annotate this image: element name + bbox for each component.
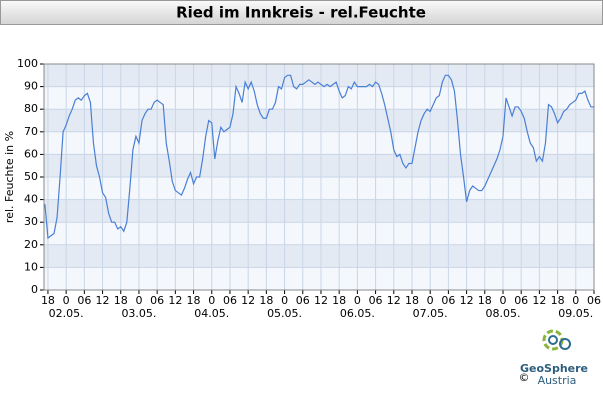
chart-title: Ried im Innkreis - rel.Feuchte bbox=[176, 4, 426, 22]
y-tick-label: 20 bbox=[24, 238, 38, 251]
x-tick-label: 0 bbox=[427, 294, 434, 307]
y-tick-label: 70 bbox=[24, 125, 38, 138]
x-tick-label: 12 bbox=[241, 294, 255, 307]
data-line bbox=[44, 74, 594, 240]
grid-band bbox=[44, 154, 594, 177]
y-tick-label: 40 bbox=[24, 193, 38, 206]
x-tick-label: 18 bbox=[187, 294, 201, 307]
x-tick-label: 06 bbox=[223, 294, 237, 307]
x-date-label: 03.05. bbox=[121, 307, 156, 320]
logo bbox=[542, 329, 571, 351]
x-tick-label: 12 bbox=[168, 294, 182, 307]
x-date-label: 09.05. bbox=[558, 307, 593, 320]
x-tick-label: 18 bbox=[114, 294, 128, 307]
x-tick-label: 12 bbox=[532, 294, 546, 307]
x-tick-label: 18 bbox=[332, 294, 346, 307]
x-tick-label: 06 bbox=[150, 294, 164, 307]
x-tick-label: 18 bbox=[551, 294, 565, 307]
title-bar bbox=[0, 0, 603, 25]
x-tick-label: 06 bbox=[514, 294, 528, 307]
x-tick-label: 0 bbox=[354, 294, 361, 307]
x-date-label: 05.05. bbox=[267, 307, 302, 320]
x-date-label: 06.05. bbox=[340, 307, 375, 320]
x-date-label: 08.05. bbox=[485, 307, 520, 320]
x-tick-label: 06 bbox=[77, 294, 91, 307]
grid-band bbox=[44, 64, 594, 87]
y-tick-label: 30 bbox=[24, 215, 38, 228]
x-tick-label: 18 bbox=[259, 294, 273, 307]
x-date-label: 02.05. bbox=[49, 307, 84, 320]
y-tick-label: 80 bbox=[24, 102, 38, 115]
x-date-label: 07.05. bbox=[413, 307, 448, 320]
x-tick-label: 0 bbox=[135, 294, 142, 307]
copyright: © bbox=[519, 371, 530, 384]
x-tick-label: 06 bbox=[369, 294, 383, 307]
x-tick-label: 18 bbox=[405, 294, 419, 307]
y-tick-label: 10 bbox=[24, 260, 38, 273]
x-tick-label: 12 bbox=[460, 294, 474, 307]
y-tick-label: 100 bbox=[17, 57, 38, 70]
x-tick-label: 0 bbox=[572, 294, 579, 307]
plot-frame bbox=[43, 63, 595, 291]
y-tick-label: 0 bbox=[31, 283, 38, 296]
x-tick-label: 06 bbox=[296, 294, 310, 307]
x-tick-label: 0 bbox=[499, 294, 506, 307]
x-tick-label: 12 bbox=[387, 294, 401, 307]
x-tick-label: 0 bbox=[63, 294, 70, 307]
y-tick-label: 50 bbox=[24, 170, 38, 183]
credit-country: Austria bbox=[538, 374, 577, 387]
x-tick-label: 18 bbox=[478, 294, 492, 307]
x-tick-label: 12 bbox=[314, 294, 328, 307]
x-tick-label: 0 bbox=[281, 294, 288, 307]
y-tick-label: 90 bbox=[24, 80, 38, 93]
x-tick-label: 06 bbox=[587, 294, 601, 307]
grid-band bbox=[44, 244, 594, 268]
credit-name: GeoSphere bbox=[520, 362, 588, 375]
x-tick-label: 18 bbox=[41, 294, 55, 307]
x-tick-label: 0 bbox=[208, 294, 215, 307]
x-tick-label: 06 bbox=[441, 294, 455, 307]
grid-band bbox=[44, 199, 594, 223]
x-tick-label: 12 bbox=[96, 294, 110, 307]
y-tick-label: 60 bbox=[24, 147, 38, 160]
y-axis-label: rel. Feuchte in % bbox=[3, 131, 16, 223]
x-date-label: 04.05. bbox=[194, 307, 229, 320]
